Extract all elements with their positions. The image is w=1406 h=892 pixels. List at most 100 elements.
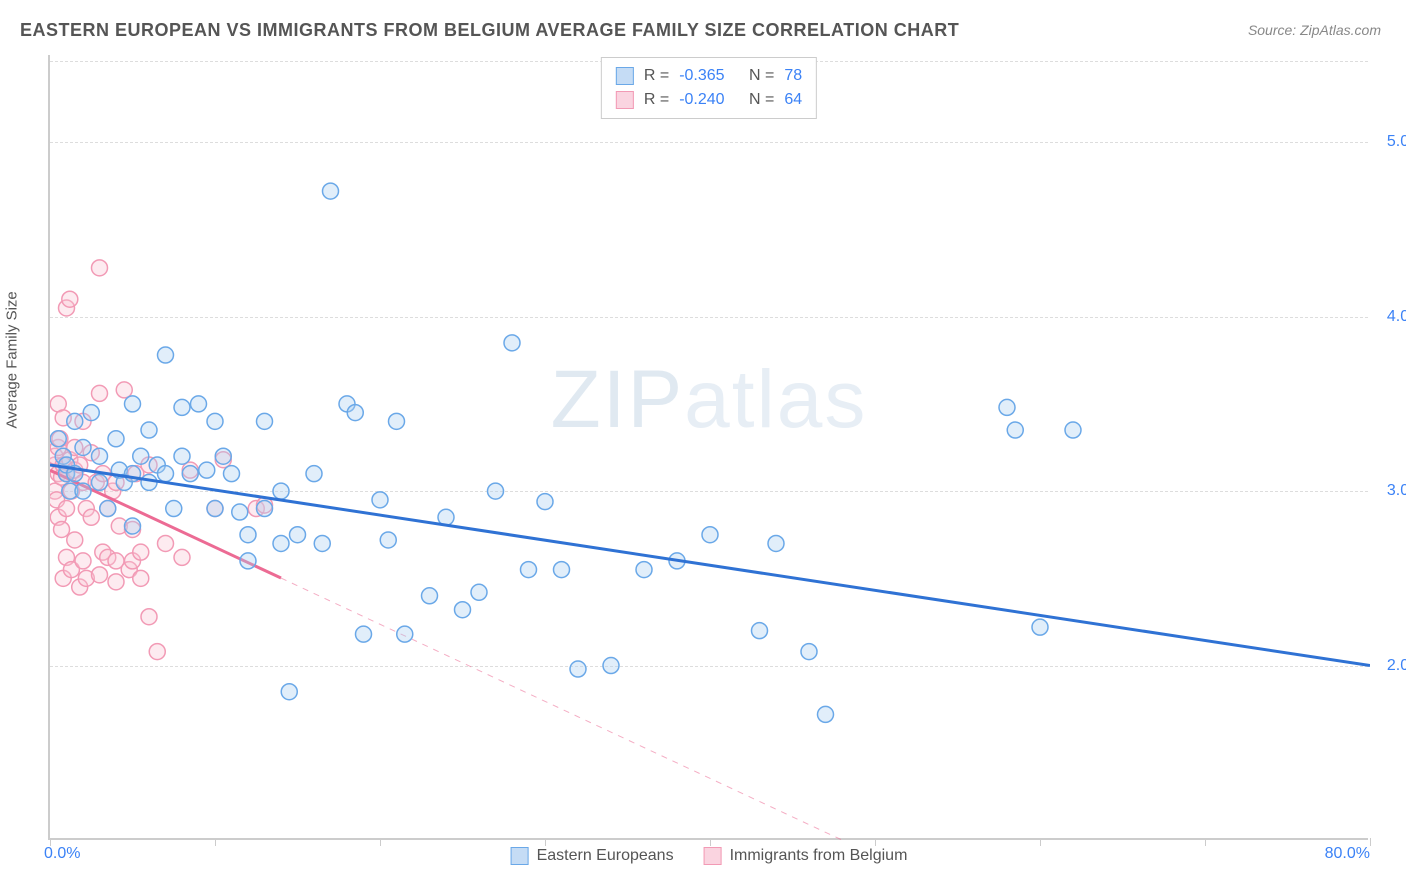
scatter-point-series-2 (92, 260, 108, 276)
source-label: Source: ZipAtlas.com (1248, 22, 1381, 38)
scatter-point-series-1 (306, 466, 322, 482)
scatter-point-series-1 (554, 562, 570, 578)
scatter-point-series-1 (174, 448, 190, 464)
r-label-2: R = (644, 88, 669, 112)
scatter-point-series-1 (1007, 422, 1023, 438)
scatter-point-series-1 (702, 527, 718, 543)
scatter-point-series-1 (75, 483, 91, 499)
scatter-point-series-2 (133, 570, 149, 586)
scatter-point-series-1 (92, 448, 108, 464)
scatter-point-series-1 (108, 431, 124, 447)
stats-row-1: R = -0.365 N = 78 (616, 64, 802, 88)
legend-swatch-2 (704, 847, 722, 865)
stats-row-2: R = -0.240 N = 64 (616, 88, 802, 112)
scatter-point-series-1 (314, 535, 330, 551)
scatter-point-series-1 (422, 588, 438, 604)
scatter-point-series-1 (125, 518, 141, 534)
scatter-point-series-1 (801, 644, 817, 660)
chart-area: ZIPatlas 2.003.004.005.00 0.0% 80.0% R =… (48, 55, 1368, 840)
scatter-point-series-1 (166, 501, 182, 517)
scatter-point-series-1 (83, 405, 99, 421)
n-value-2: 64 (784, 88, 802, 112)
scatter-point-series-2 (83, 509, 99, 525)
scatter-point-series-1 (240, 527, 256, 543)
n-value-1: 78 (784, 64, 802, 88)
scatter-point-series-2 (174, 549, 190, 565)
scatter-point-series-1 (67, 413, 83, 429)
scatter-point-series-1 (273, 535, 289, 551)
bottom-legend: Eastern Europeans Immigrants from Belgiu… (511, 847, 908, 865)
n-label-1: N = (749, 64, 774, 88)
scatter-point-series-1 (191, 396, 207, 412)
scatter-point-series-1 (504, 335, 520, 351)
legend-label-2: Immigrants from Belgium (730, 847, 908, 865)
scatter-point-series-1 (141, 474, 157, 490)
scatter-point-series-1 (347, 405, 363, 421)
y-tick-label: 4.00 (1387, 308, 1406, 326)
scatter-point-series-1 (380, 532, 396, 548)
swatch-series-1 (616, 67, 634, 85)
legend-item-1: Eastern Europeans (511, 847, 674, 865)
scatter-point-series-1 (92, 474, 108, 490)
scatter-point-series-2 (149, 644, 165, 660)
scatter-point-series-1 (224, 466, 240, 482)
scatter-point-series-1 (397, 626, 413, 642)
scatter-point-series-2 (92, 385, 108, 401)
scatter-point-series-1 (133, 448, 149, 464)
scatter-svg (50, 55, 1370, 840)
scatter-point-series-1 (100, 501, 116, 517)
r-label-1: R = (644, 64, 669, 88)
scatter-point-series-1 (290, 527, 306, 543)
scatter-point-series-1 (125, 396, 141, 412)
scatter-point-series-1 (1032, 619, 1048, 635)
scatter-point-series-1 (455, 602, 471, 618)
scatter-point-series-1 (215, 448, 231, 464)
n-label-2: N = (749, 88, 774, 112)
scatter-point-series-1 (199, 462, 215, 478)
scatter-point-series-2 (108, 574, 124, 590)
scatter-point-series-1 (158, 466, 174, 482)
scatter-point-series-2 (133, 544, 149, 560)
scatter-point-series-1 (999, 399, 1015, 415)
scatter-point-series-1 (273, 483, 289, 499)
scatter-point-series-1 (1065, 422, 1081, 438)
scatter-point-series-2 (92, 567, 108, 583)
trend-line-dashed-series-2 (281, 578, 842, 840)
scatter-point-series-1 (207, 501, 223, 517)
scatter-point-series-2 (75, 553, 91, 569)
scatter-point-series-2 (62, 291, 78, 307)
scatter-point-series-1 (240, 553, 256, 569)
scatter-point-series-1 (471, 584, 487, 600)
scatter-point-series-1 (389, 413, 405, 429)
scatter-point-series-1 (372, 492, 388, 508)
scatter-point-series-1 (158, 347, 174, 363)
scatter-point-series-1 (50, 431, 66, 447)
scatter-point-series-2 (67, 532, 83, 548)
scatter-point-series-1 (141, 422, 157, 438)
swatch-series-2 (616, 91, 634, 109)
x-axis-max-label: 80.0% (1325, 845, 1370, 863)
stats-box: R = -0.365 N = 78 R = -0.240 N = 64 (601, 57, 817, 119)
scatter-point-series-1 (570, 661, 586, 677)
scatter-point-series-1 (323, 183, 339, 199)
legend-label-1: Eastern Europeans (537, 847, 674, 865)
r-value-1: -0.365 (679, 64, 724, 88)
scatter-point-series-1 (257, 501, 273, 517)
scatter-point-series-1 (603, 658, 619, 674)
scatter-point-series-1 (521, 562, 537, 578)
x-axis-min-label: 0.0% (44, 845, 80, 863)
scatter-point-series-1 (537, 494, 553, 510)
r-value-2: -0.240 (679, 88, 724, 112)
x-tick (1370, 838, 1371, 846)
scatter-point-series-1 (768, 535, 784, 551)
scatter-point-series-2 (141, 609, 157, 625)
scatter-point-series-1 (174, 399, 190, 415)
y-tick-label: 3.00 (1387, 482, 1406, 500)
scatter-point-series-1 (488, 483, 504, 499)
chart-title: EASTERN EUROPEAN VS IMMIGRANTS FROM BELG… (20, 20, 959, 41)
scatter-point-series-2 (54, 521, 70, 537)
scatter-point-series-2 (158, 535, 174, 551)
scatter-point-series-1 (257, 413, 273, 429)
scatter-point-series-1 (207, 413, 223, 429)
scatter-point-series-1 (232, 504, 248, 520)
